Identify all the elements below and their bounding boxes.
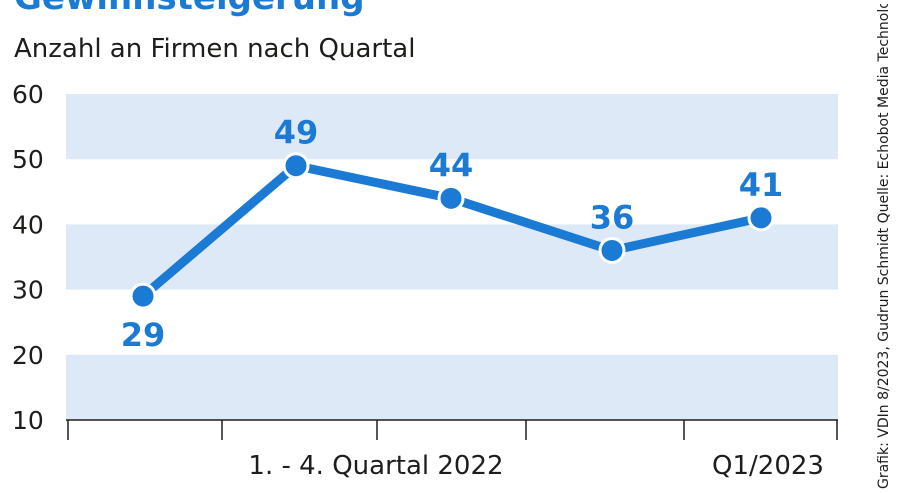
data-point (129, 282, 157, 310)
y-axis-ticks: 10 20 30 40 50 60 (12, 80, 44, 435)
series-line-group (129, 152, 775, 310)
data-labels: 29 49 44 36 41 (121, 114, 784, 354)
x-group-label: 1. - 4. Quartal 2022 (248, 451, 503, 481)
grid-band (66, 224, 838, 290)
grid-bands (66, 94, 838, 420)
y-tick-label: 30 (12, 276, 44, 305)
grid-band (66, 354, 838, 420)
chart-title: Gewinnsteigerung (14, 0, 365, 18)
data-point (598, 236, 626, 264)
data-label: 49 (274, 114, 319, 152)
data-label: 29 (121, 316, 166, 354)
x-axis: 1. - 4. Quartal 2022 Q1/2023 (66, 419, 838, 481)
y-tick-label: 10 (12, 406, 44, 435)
x-group-label: Q1/2023 (712, 451, 824, 481)
y-tick-label: 20 (12, 341, 44, 370)
y-tick-label: 50 (12, 145, 44, 174)
y-tick-label: 60 (12, 80, 44, 109)
data-label: 41 (739, 166, 784, 204)
data-point (437, 184, 465, 212)
data-label: 36 (590, 198, 635, 236)
data-point (747, 204, 775, 232)
chart-subtitle: Anzahl an Firmen nach Quartal (14, 34, 416, 64)
data-point (282, 152, 310, 180)
grid-band (66, 94, 838, 160)
y-tick-label: 40 (12, 210, 44, 239)
data-label: 44 (429, 146, 474, 184)
